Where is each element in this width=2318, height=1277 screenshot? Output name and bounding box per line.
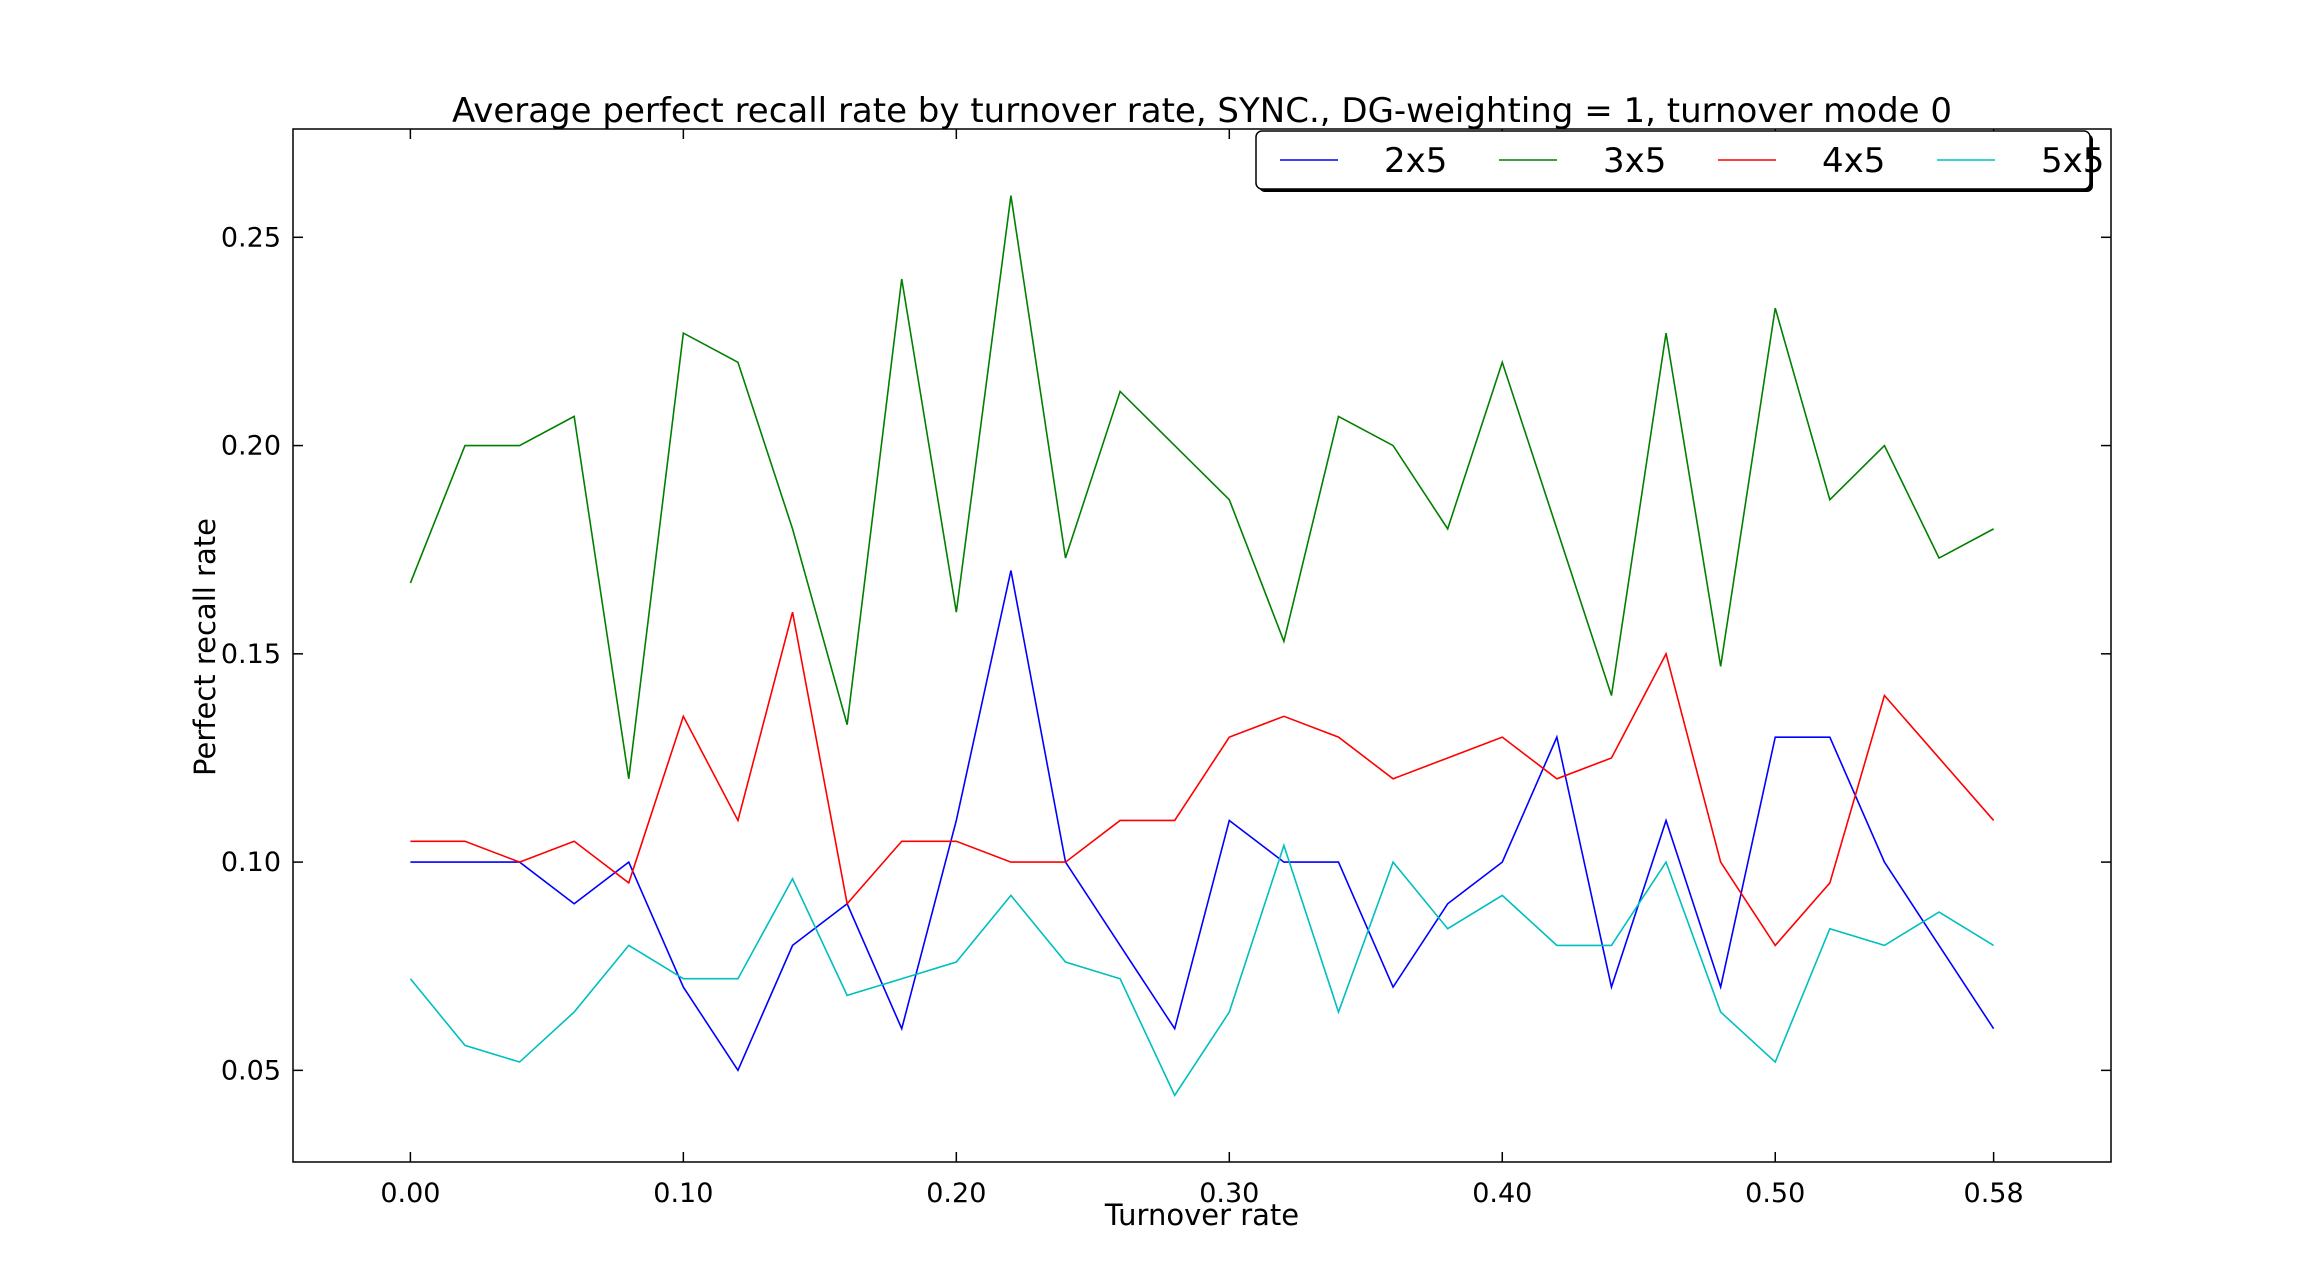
x-tick-label: 0.50 (1745, 1178, 1805, 1209)
legend-label-5x5: 5x5 (2041, 141, 2104, 181)
plot-area (292, 128, 2112, 1163)
y-tick-label: 0.10 (221, 847, 281, 878)
legend-label-2x5: 2x5 (1384, 141, 1447, 181)
series-layer (409, 195, 1995, 1097)
y-tick-label: 0.25 (221, 222, 281, 253)
y-tick-label: 0.20 (221, 431, 281, 462)
x-tick-label: 0.10 (653, 1178, 713, 1209)
legend-box (1255, 130, 2091, 190)
legend: 2x5 3x5 4x5 5x5 (1255, 130, 2104, 192)
chart-title: Average perfect recall rate by turnover … (452, 91, 1952, 131)
x-tick-label: 0.30 (1199, 1178, 1259, 1209)
series-line-5x5 (409, 842, 1995, 1097)
series-line-3x5 (409, 195, 1994, 779)
series-line-2x5 (410, 570, 1995, 1073)
legend-label-3x5: 3x5 (1603, 141, 1666, 181)
y-tick-label: 0.15 (221, 639, 281, 670)
y-axis-label: Perfect recall rate (188, 518, 222, 776)
ticks-layer: 0.00 0.10 0.20 0.30 0.40 0.50 0.58 0.05 0.10 0.15… (221, 129, 2111, 1209)
legend-label-4x5: 4x5 (1822, 141, 1885, 181)
x-tick-label: 0.58 (1964, 1178, 2024, 1209)
y-tick-label: 0.05 (221, 1055, 281, 1086)
x-axis-label: Turnover rate (1104, 1198, 1299, 1232)
x-tick-label: 0.40 (1472, 1178, 1532, 1209)
series-line-4x5 (410, 611, 1995, 947)
x-tick-label: 0.00 (380, 1178, 440, 1209)
x-tick-label: 0.20 (926, 1178, 986, 1209)
